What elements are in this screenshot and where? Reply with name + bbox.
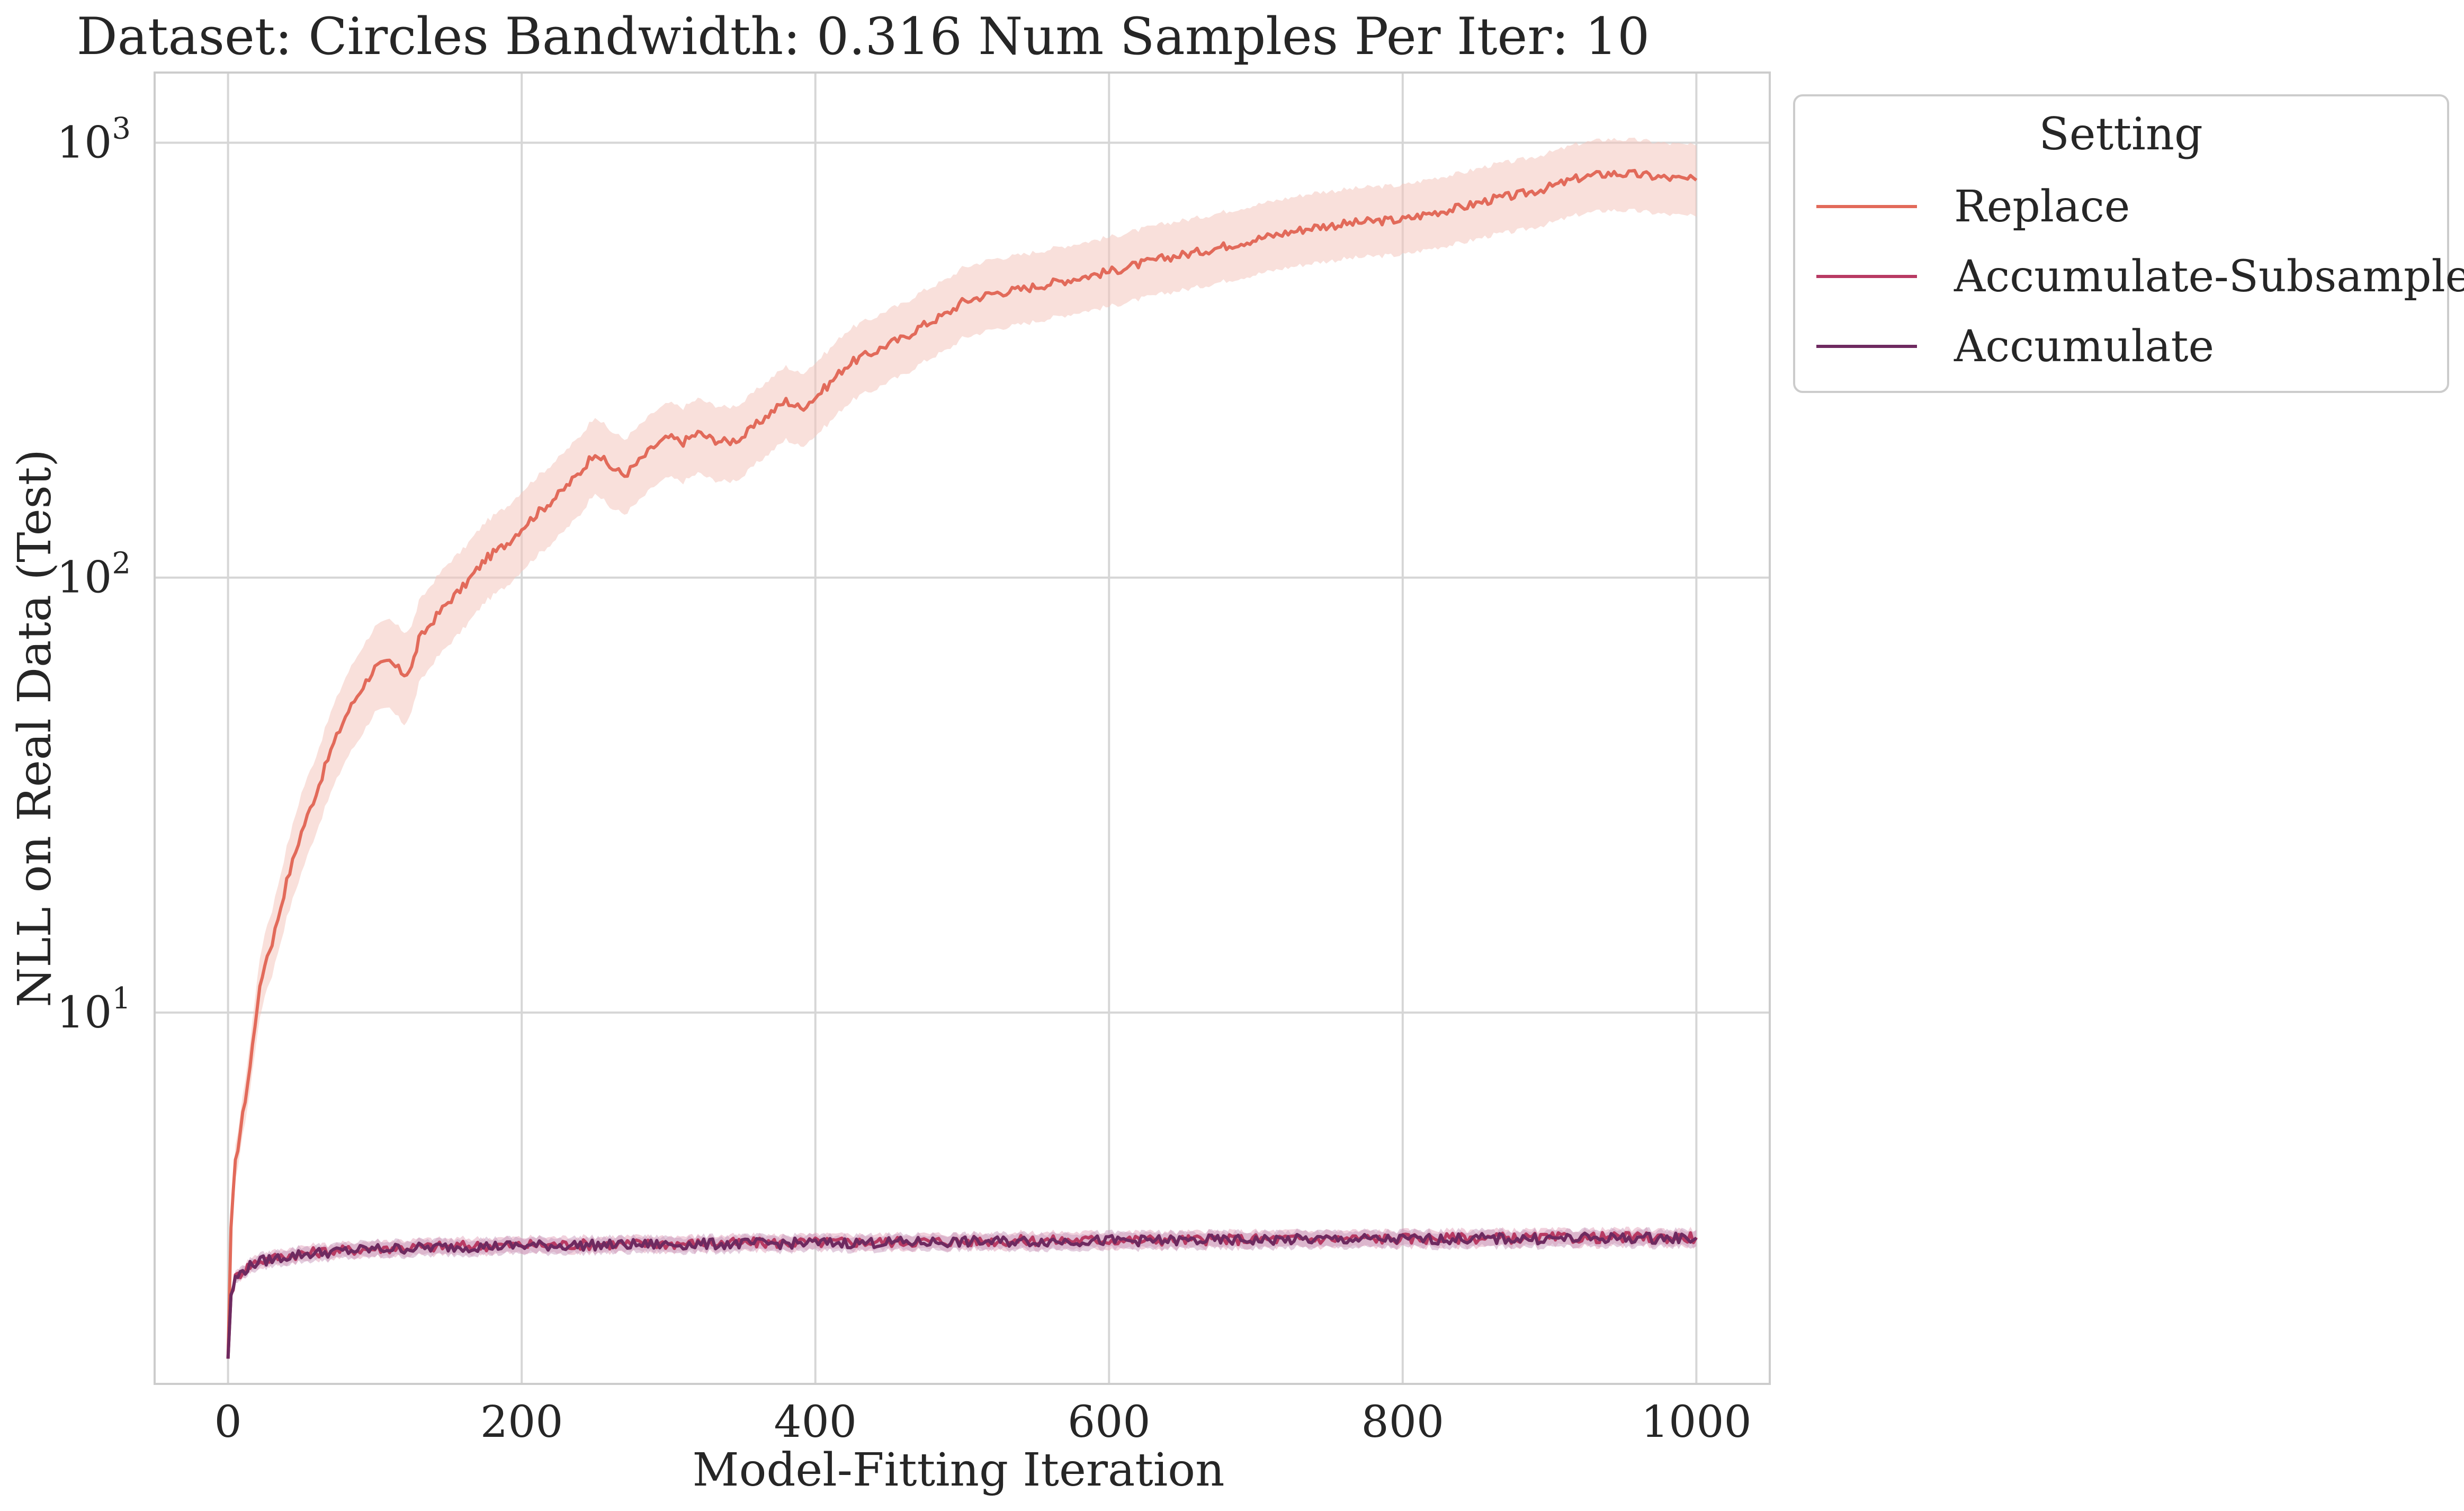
x-tick-label: 0: [214, 1397, 242, 1447]
y-axis-label: NLL on Real Data (Test): [8, 449, 61, 1007]
series-line-accumulate: [226, 1231, 1698, 1359]
x-tick-label: 600: [1068, 1397, 1151, 1447]
x-tick-label: 200: [480, 1397, 563, 1447]
series-line-replace: [226, 168, 1698, 1359]
series-lines: [226, 168, 1698, 1359]
plot-area: [154, 71, 1771, 1385]
y-tick-label: 102: [57, 547, 131, 603]
band-replace: [228, 137, 1697, 1359]
x-tick-label: 800: [1361, 1397, 1445, 1447]
legend: Setting Replace Accumulate-Subsample Accum…: [1793, 94, 2464, 393]
y-tick-label: 103: [57, 112, 131, 168]
confidence-bands: [228, 137, 1697, 1359]
x-tick-label: 400: [774, 1397, 857, 1447]
chart-title: Dataset: Circles Bandwidth: 0.316 Num Sa…: [77, 7, 1650, 66]
plot-frame: [154, 71, 1771, 1385]
legend-label: Replace: [1954, 182, 2130, 232]
legend-title: Setting: [2039, 108, 2203, 160]
legend-entries: Replace Accumulate-Subsample Accumulate: [1816, 182, 2464, 372]
legend-box: [1793, 94, 2449, 393]
legend-label: Accumulate: [1954, 321, 2214, 372]
legend-label: Accumulate-Subsample: [1954, 252, 2464, 302]
x-axis-ticks: 0 200 400 600 800 1000: [214, 1397, 1752, 1447]
y-axis-ticks: 101 102 103: [57, 112, 131, 1038]
x-axis-label: Model-Fitting Iteration: [693, 1444, 1225, 1497]
x-tick-label: 1000: [1641, 1397, 1752, 1447]
band-accumulate: [228, 1227, 1697, 1359]
y-tick-label: 101: [57, 981, 131, 1038]
